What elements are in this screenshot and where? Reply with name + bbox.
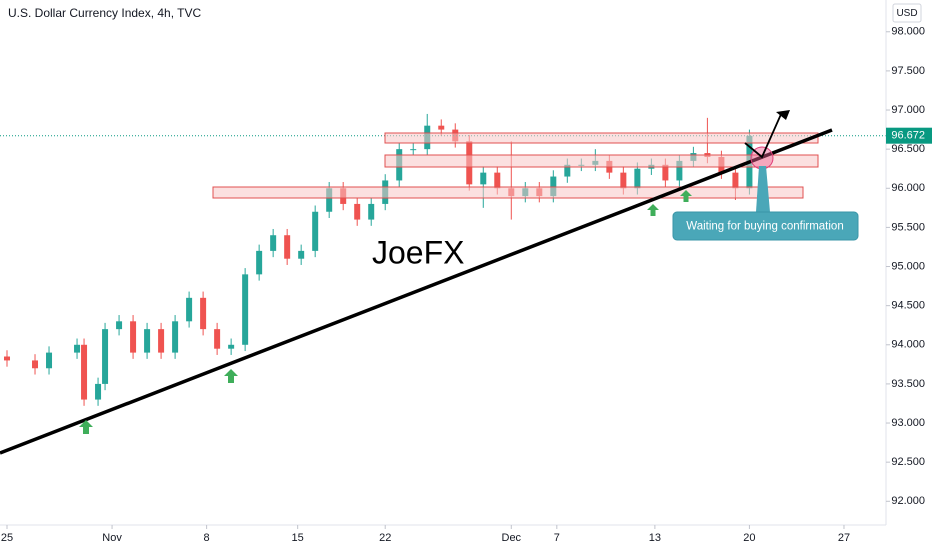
candle-body (158, 329, 165, 353)
candle-body (368, 203, 375, 220)
candle-body (494, 172, 501, 189)
green-arrows (79, 190, 692, 434)
x-tick-label: 8 (204, 532, 210, 544)
candle-body (256, 250, 263, 275)
y-tick-label: 95.000 (891, 260, 925, 272)
y-tick-label: 98.000 (891, 26, 925, 38)
y-tick-label: 93.000 (891, 417, 925, 429)
candle-body (410, 149, 417, 151)
y-tick-label: 95.500 (891, 221, 925, 233)
up-arrow (680, 190, 692, 202)
y-tick-label: 93.500 (891, 378, 925, 390)
candle-body (676, 160, 683, 181)
chart-title: U.S. Dollar Currency Index, 4h, TVC (8, 6, 202, 20)
candle-body (46, 352, 53, 369)
trend-line (0, 128, 833, 455)
y-tick-label: 94.000 (891, 339, 925, 351)
currency-label: USD (896, 8, 917, 19)
x-tick-label: Nov (102, 532, 122, 544)
arrow-head (776, 110, 790, 120)
y-tick-label: 96.500 (891, 143, 925, 155)
candle-body (4, 356, 11, 361)
y-tick-label: 97.000 (891, 104, 925, 116)
candle-body (312, 211, 319, 251)
candle-body (116, 321, 123, 330)
x-tick-label: 7 (554, 532, 560, 544)
projection-arrow (744, 111, 783, 159)
y-tick-label: 92.500 (891, 456, 925, 468)
callout-text: Waiting for buying confirmation (686, 221, 843, 233)
watermark: JoeFX (372, 234, 464, 270)
candle-body (214, 329, 221, 349)
up-arrow (647, 204, 659, 216)
y-tick-label: 97.500 (891, 65, 925, 77)
resistance-zone (384, 132, 819, 144)
candle-body (326, 188, 333, 212)
candle-body (284, 235, 291, 259)
candle-body (95, 383, 102, 400)
candle-body (298, 250, 305, 259)
candle-body (480, 172, 487, 185)
candle-body (81, 344, 88, 400)
callout-pointer (756, 166, 770, 212)
up-arrow (79, 420, 93, 434)
callout-box (672, 211, 859, 241)
candle-body (144, 329, 151, 353)
resistance-zone (384, 154, 819, 168)
last-price-box (886, 127, 932, 144)
candle-body (662, 164, 669, 181)
y-tick-label: 92.000 (891, 495, 925, 507)
candle-body (74, 344, 81, 353)
up-arrow (224, 369, 238, 383)
candle-body (564, 164, 571, 177)
candle-body (634, 168, 641, 189)
candle-body (130, 321, 137, 353)
candle-body (550, 176, 557, 197)
candle-body (242, 274, 249, 345)
x-tick-label: 13 (649, 532, 661, 544)
candle-body (620, 172, 627, 189)
x-tick-label: 20 (743, 532, 755, 544)
x-tick-label: 22 (379, 532, 391, 544)
candle-body (186, 297, 193, 322)
candle-body (228, 344, 235, 349)
x-tick-label: 27 (838, 532, 850, 544)
candle-body (102, 329, 109, 384)
candle-body (354, 203, 361, 220)
currency-box (892, 3, 922, 23)
candle-body (32, 360, 39, 369)
candle-body (270, 235, 277, 251)
last-price-label: 96.672 (891, 130, 925, 142)
x-tick-label: 15 (292, 532, 304, 544)
candle-body (172, 321, 179, 353)
x-tick-label: 25 (1, 532, 13, 544)
y-tick-label: 96.000 (891, 182, 925, 194)
y-tick-label: 94.500 (891, 300, 925, 312)
candle-body (732, 172, 739, 189)
support-zone (212, 186, 804, 199)
x-tick-label: Dec (502, 532, 522, 544)
candle-body (200, 297, 207, 330)
candle-body (438, 125, 445, 130)
